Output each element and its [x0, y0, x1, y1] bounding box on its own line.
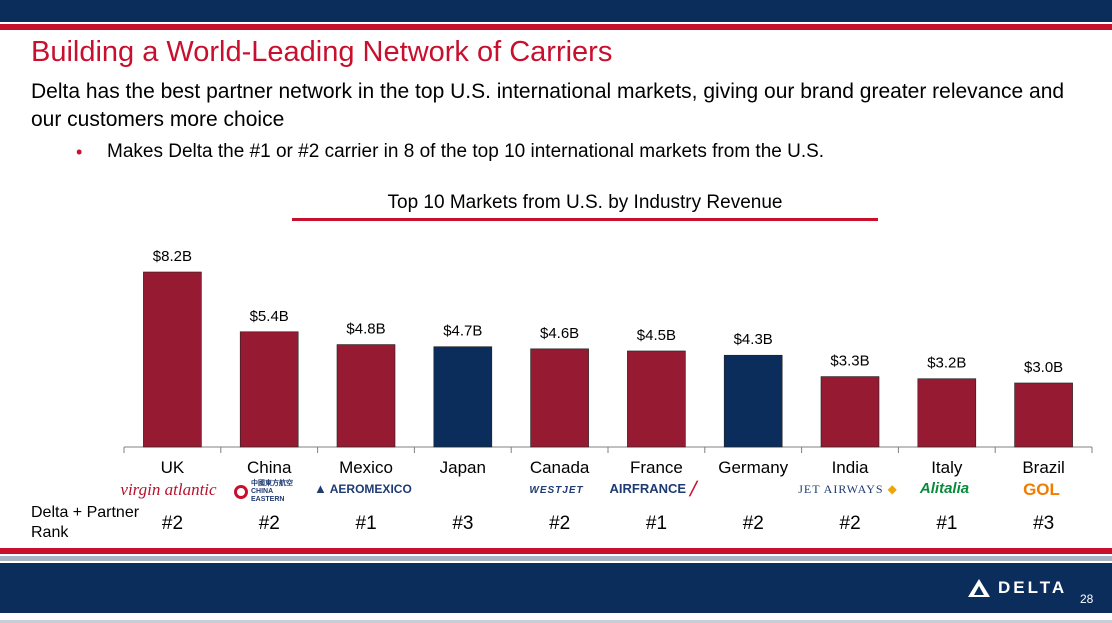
- bar-value-label: $4.5B: [637, 327, 676, 344]
- partner-rank: #2: [161, 513, 184, 534]
- bottom-gray-line: [0, 620, 1112, 623]
- partner-rank: #1: [936, 513, 958, 534]
- partner-rank: #2: [839, 513, 861, 534]
- category-label: France: [630, 458, 683, 477]
- bottom-gray-stripe: [0, 556, 1112, 561]
- bar-france: [627, 350, 686, 448]
- partner-logo-uk: virgin atlantic: [120, 480, 217, 500]
- bar-italy: [917, 378, 977, 448]
- aeromexico-logo: ▲ AEROMEXICO: [314, 481, 412, 496]
- partner-logo-china: 中國東方航空 CHINA EASTERN: [217, 480, 314, 504]
- bar-india: [820, 376, 880, 448]
- bar-value-label: $4.8B: [346, 321, 385, 338]
- china-eastern-text: 中國東方航空 CHINA EASTERN: [251, 480, 293, 503]
- bar-value-label: $3.2B: [927, 355, 966, 372]
- bar-value-label: $4.6B: [540, 325, 579, 342]
- alitalia-logo: Alitalia: [919, 480, 970, 497]
- bottom-red-stripe: [0, 548, 1112, 554]
- partner-logo-italy: Alitalia: [896, 480, 993, 498]
- chart-title: Top 10 Markets from U.S. by Industry Rev…: [387, 192, 783, 213]
- category-label: Canada: [530, 458, 590, 477]
- bar-canada: [530, 348, 589, 448]
- bar-value-label: $4.3B: [734, 331, 773, 348]
- airfrance-logo: AIRFRANCE ╱: [609, 481, 697, 496]
- bar-germany: [723, 354, 783, 448]
- category-label: India: [832, 458, 869, 477]
- category-label: UK: [161, 458, 185, 477]
- bar-japan: [433, 346, 493, 448]
- category-label: Italy: [931, 458, 963, 477]
- bar-value-label: $3.3B: [830, 353, 869, 370]
- bar-mexico: [336, 344, 396, 448]
- china-eastern-logo: 中國東方航空 CHINA EASTERN: [234, 480, 297, 504]
- partner-rank: #1: [355, 513, 377, 534]
- top-red-stripe: [0, 24, 1112, 30]
- partner-rank: #3: [1033, 513, 1055, 534]
- aeromexico-text: AEROMEXICO: [329, 482, 412, 496]
- category-label: Germany: [718, 458, 788, 477]
- bar-value-label: $5.4B: [250, 308, 289, 325]
- airfrance-text: AIRFRANCE: [609, 481, 687, 496]
- bottom-navy-band: [0, 563, 1112, 613]
- partner-logo-brazil: GOL: [993, 480, 1090, 500]
- bullet-text: Makes Delta the #1 or #2 carrier in 8 of…: [107, 141, 825, 162]
- bar-china: [239, 331, 299, 448]
- bar-value-label: $8.2B: [153, 248, 192, 265]
- top-navy-band: [0, 0, 1112, 22]
- airfrance-stripe-icon: ╱: [689, 481, 698, 496]
- partner-rank: #3: [452, 513, 474, 534]
- jet-airways-bird-icon: ◆: [887, 482, 898, 496]
- delta-logo: DELTA: [968, 576, 1067, 600]
- partner-rank: #1: [645, 513, 668, 534]
- category-label: Brazil: [1022, 458, 1065, 477]
- partner-logo-mexico: ▲ AEROMEXICO: [314, 480, 412, 498]
- westjet-logo: WESTJET: [529, 485, 584, 496]
- category-label: China: [247, 458, 292, 477]
- page-number: 28: [1080, 592, 1094, 606]
- eagle-icon: ▲: [314, 481, 327, 496]
- china-eastern-swallow-icon: [234, 485, 248, 499]
- slide-title: Building a World-Leading Network of Carr…: [31, 36, 613, 68]
- bullet-dot-icon: •: [76, 142, 83, 162]
- bar-brazil: [1014, 382, 1073, 448]
- bar-value-label: $4.7B: [443, 323, 482, 340]
- partner-logo-france: AIRFRANCE ╱: [605, 480, 702, 498]
- partner-logo-india: JET AIRWAYS ◆: [798, 480, 897, 498]
- bar-value-label: $3.0B: [1024, 359, 1063, 376]
- category-label: Japan: [440, 458, 486, 477]
- partner-rank: #2: [742, 513, 764, 534]
- delta-wordmark: DELTA: [998, 578, 1068, 597]
- delta-widget-icon: [968, 579, 990, 597]
- category-label: Mexico: [339, 458, 393, 477]
- partner-rank: #2: [549, 513, 571, 534]
- jet-airways-logo: JET AIRWAYS ◆: [796, 482, 900, 497]
- partner-rank: #2: [258, 513, 280, 534]
- slide-subtitle: Delta has the best partner network in th…: [31, 80, 1065, 131]
- gol-logo: GOL: [1023, 480, 1060, 499]
- chart-title-underline: [292, 218, 878, 221]
- partner-logo-canada: WESTJET: [508, 480, 605, 498]
- bar-uk: [143, 271, 202, 448]
- rank-row-label: Delta + Partner Rank: [31, 504, 140, 541]
- virgin-atlantic-logo: virgin atlantic: [120, 480, 217, 499]
- jet-airways-text: JET AIRWAYS: [798, 482, 884, 496]
